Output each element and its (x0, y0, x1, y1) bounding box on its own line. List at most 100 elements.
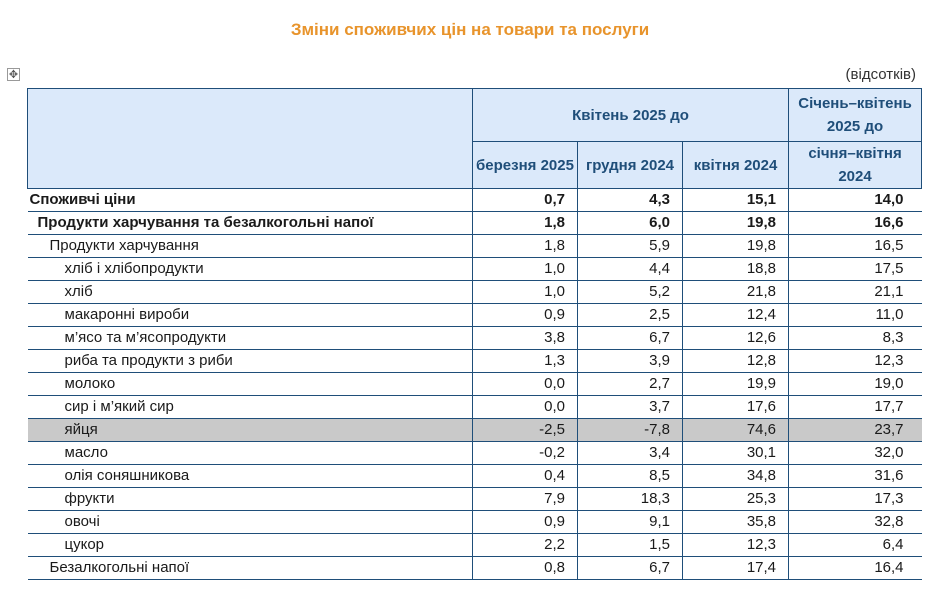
row-value: 16,5 (788, 234, 922, 258)
table-row: риба та продукти з риби 1,3 3,9 12,8 12,3 (27, 349, 922, 373)
row-value: 23,7 (788, 418, 922, 442)
row-value: 21,1 (788, 280, 922, 304)
row-value: 19,8 (681, 234, 789, 258)
row-value: 12,8 (681, 349, 789, 373)
row-value: 0,9 (472, 303, 578, 327)
row-value: 7,9 (472, 487, 578, 511)
row-value: 12,4 (681, 303, 789, 327)
table-row: цукор 2,2 1,5 12,3 6,4 (27, 533, 922, 557)
row-value: 34,8 (681, 464, 789, 488)
row-value: 12,6 (681, 326, 789, 350)
row-value: -0,2 (472, 441, 578, 465)
table-row: фрукти 7,9 18,3 25,3 17,3 (27, 487, 922, 511)
row-value: 14,0 (788, 188, 922, 212)
unit-label: (відсотків) (845, 66, 916, 83)
header-group-april: Квітень 2025 до (471, 88, 790, 142)
table-row: овочі 0,9 9,1 35,8 32,8 (27, 510, 922, 534)
row-value: 2,2 (472, 533, 578, 557)
row-value: 35,8 (681, 510, 789, 534)
row-value: 12,3 (681, 533, 789, 557)
row-label: хліб (27, 280, 473, 304)
row-label: олія соняшникова (27, 464, 473, 488)
row-value: 2,5 (577, 303, 683, 327)
row-value: 31,6 (788, 464, 922, 488)
row-value: 19,0 (788, 372, 922, 396)
header-col-december: грудня 2024 (577, 141, 683, 189)
row-value: 5,9 (577, 234, 683, 258)
row-value: 0,0 (472, 395, 578, 419)
row-value: 1,5 (577, 533, 683, 557)
row-label: риба та продукти з риби (27, 349, 473, 373)
row-label: овочі (27, 510, 473, 534)
row-label: макаронні вироби (27, 303, 473, 327)
header-col-march: березня 2025 (472, 141, 578, 189)
row-value: 17,3 (788, 487, 922, 511)
row-label: молоко (27, 372, 473, 396)
row-value: 18,8 (681, 257, 789, 281)
row-value: 17,4 (681, 556, 789, 580)
row-label: Продукти харчування (27, 234, 473, 258)
row-value: 0,4 (472, 464, 578, 488)
row-value: 12,3 (788, 349, 922, 373)
row-value: 15,1 (681, 188, 789, 212)
table-row: молоко 0,0 2,7 19,9 19,0 (27, 372, 922, 396)
row-value: 74,6 (681, 418, 789, 442)
row-value: 0,8 (472, 556, 578, 580)
row-value: 21,8 (681, 280, 789, 304)
row-value: 17,5 (788, 257, 922, 281)
row-value: 1,0 (472, 257, 578, 281)
table-row: олія соняшникова 0,4 8,5 34,8 31,6 (27, 464, 922, 488)
row-label: цукор (27, 533, 473, 557)
header-col-jan-apr: січня–квітня 2024 (788, 141, 923, 189)
table-row: Продукти харчування 1,8 5,9 19,8 16,5 (27, 234, 922, 258)
row-value: 8,3 (788, 326, 922, 350)
row-value: 1,8 (472, 234, 578, 258)
row-value: 17,6 (681, 395, 789, 419)
row-value: 3,9 (577, 349, 683, 373)
table-row: масло -0,2 3,4 30,1 32,0 (27, 441, 922, 465)
row-value: 1,0 (472, 280, 578, 304)
row-value: 3,4 (577, 441, 683, 465)
row-value: 16,4 (788, 556, 922, 580)
row-value: 0,9 (472, 510, 578, 534)
row-label: хліб і хлібопродукти (27, 257, 473, 281)
table-row: яйця -2,5 -7,8 74,6 23,7 (27, 418, 922, 442)
table-row: Споживчі ціни 0,7 4,3 15,1 14,0 (27, 188, 922, 212)
row-label: сир і м’який сир (27, 395, 473, 419)
move-arrows-icon[interactable]: ✥ (7, 68, 20, 81)
row-value: 16,6 (788, 211, 922, 235)
table-row: Безалкогольні напої 0,8 6,7 17,4 16,4 (27, 556, 922, 580)
row-value: 4,4 (577, 257, 683, 281)
row-value: 30,1 (681, 441, 789, 465)
row-label: Споживчі ціни (27, 188, 473, 212)
row-value: 19,8 (681, 211, 789, 235)
header-blank-cell (27, 88, 473, 189)
row-value: 6,4 (788, 533, 922, 557)
row-value: 0,0 (472, 372, 578, 396)
row-value: 11,0 (788, 303, 922, 327)
row-value: 0,7 (472, 188, 578, 212)
row-label: масло (27, 441, 473, 465)
header-group-jan-apr: Січень–квітень 2025 до (788, 88, 923, 142)
table-row: макаронні вироби 0,9 2,5 12,4 11,0 (27, 303, 922, 327)
row-value: 25,3 (681, 487, 789, 511)
row-label: м’ясо та м’ясопродукти (27, 326, 473, 350)
row-value: 18,3 (577, 487, 683, 511)
row-value: 2,7 (577, 372, 683, 396)
table-row: хліб 1,0 5,2 21,8 21,1 (27, 280, 922, 304)
row-label: фрукти (27, 487, 473, 511)
row-value: 1,3 (472, 349, 578, 373)
row-value: 32,8 (788, 510, 922, 534)
table-row: м’ясо та м’ясопродукти 3,8 6,7 12,6 8,3 (27, 326, 922, 350)
row-value: 5,2 (577, 280, 683, 304)
row-label: Безалкогольні напої (27, 556, 473, 580)
row-value: 6,7 (577, 326, 683, 350)
table-row: Продукти харчування та безалкогольні нап… (27, 211, 922, 235)
table-row: сир і м’який сир 0,0 3,7 17,6 17,7 (27, 395, 922, 419)
page-title: Зміни споживчих цін на товари та послуги (290, 20, 650, 39)
row-value: 6,7 (577, 556, 683, 580)
row-value: 4,3 (577, 188, 683, 212)
row-value: 3,8 (472, 326, 578, 350)
row-value: 6,0 (577, 211, 683, 235)
row-label: Продукти харчування та безалкогольні нап… (27, 211, 473, 235)
